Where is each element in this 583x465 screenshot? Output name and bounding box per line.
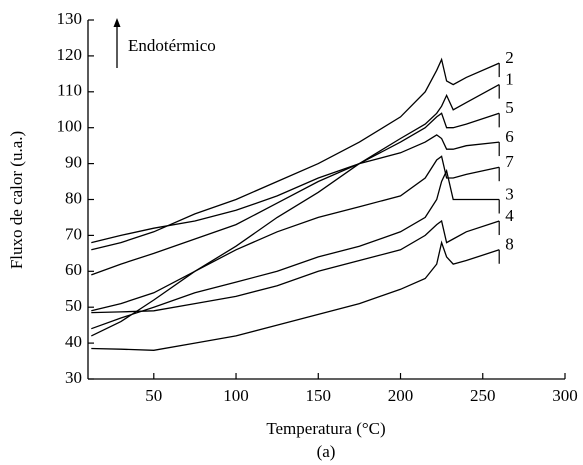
series-line <box>91 168 500 330</box>
y-tick-label: 80 <box>65 188 82 207</box>
x-tick-label: 200 <box>388 386 414 405</box>
x-axis-label: Temperatura (°C) <box>266 419 385 438</box>
series-line <box>91 134 500 244</box>
x-tick-label: 300 <box>552 386 578 405</box>
annotation-arrowhead <box>113 18 121 27</box>
series-label: 5 <box>505 98 514 117</box>
y-tick-label: 130 <box>57 9 83 28</box>
series-label: 3 <box>505 184 514 203</box>
x-tick-label: 150 <box>306 386 332 405</box>
y-tick-label: 90 <box>65 153 82 172</box>
series-label: 6 <box>505 127 514 146</box>
series-line <box>91 219 500 314</box>
x-tick-label: 100 <box>223 386 249 405</box>
x-tick-label: 250 <box>470 386 496 405</box>
y-tick-label: 100 <box>57 117 83 136</box>
y-tick-label: 120 <box>57 45 83 64</box>
series-line <box>91 240 500 351</box>
y-tick-label: 30 <box>65 368 82 387</box>
caption: (a) <box>317 442 336 461</box>
series-line <box>91 84 500 337</box>
series-line <box>91 155 500 312</box>
series-label: 7 <box>505 152 514 171</box>
x-tick-label: 50 <box>145 386 162 405</box>
y-tick-label: 60 <box>65 260 82 279</box>
y-tick-label: 50 <box>65 296 82 315</box>
annotation: Endotérmico <box>128 36 216 55</box>
series-label: 2 <box>505 48 514 67</box>
series-label: 4 <box>505 206 514 225</box>
series-line <box>91 57 500 251</box>
y-tick-label: 40 <box>65 332 82 351</box>
series-line <box>91 112 500 276</box>
y-tick-label: 110 <box>57 81 82 100</box>
series-label: 8 <box>505 235 514 254</box>
y-axis-label: Fluxo de calor (u.a.) <box>7 131 26 269</box>
series-label: 1 <box>505 70 514 89</box>
y-tick-label: 70 <box>65 224 82 243</box>
